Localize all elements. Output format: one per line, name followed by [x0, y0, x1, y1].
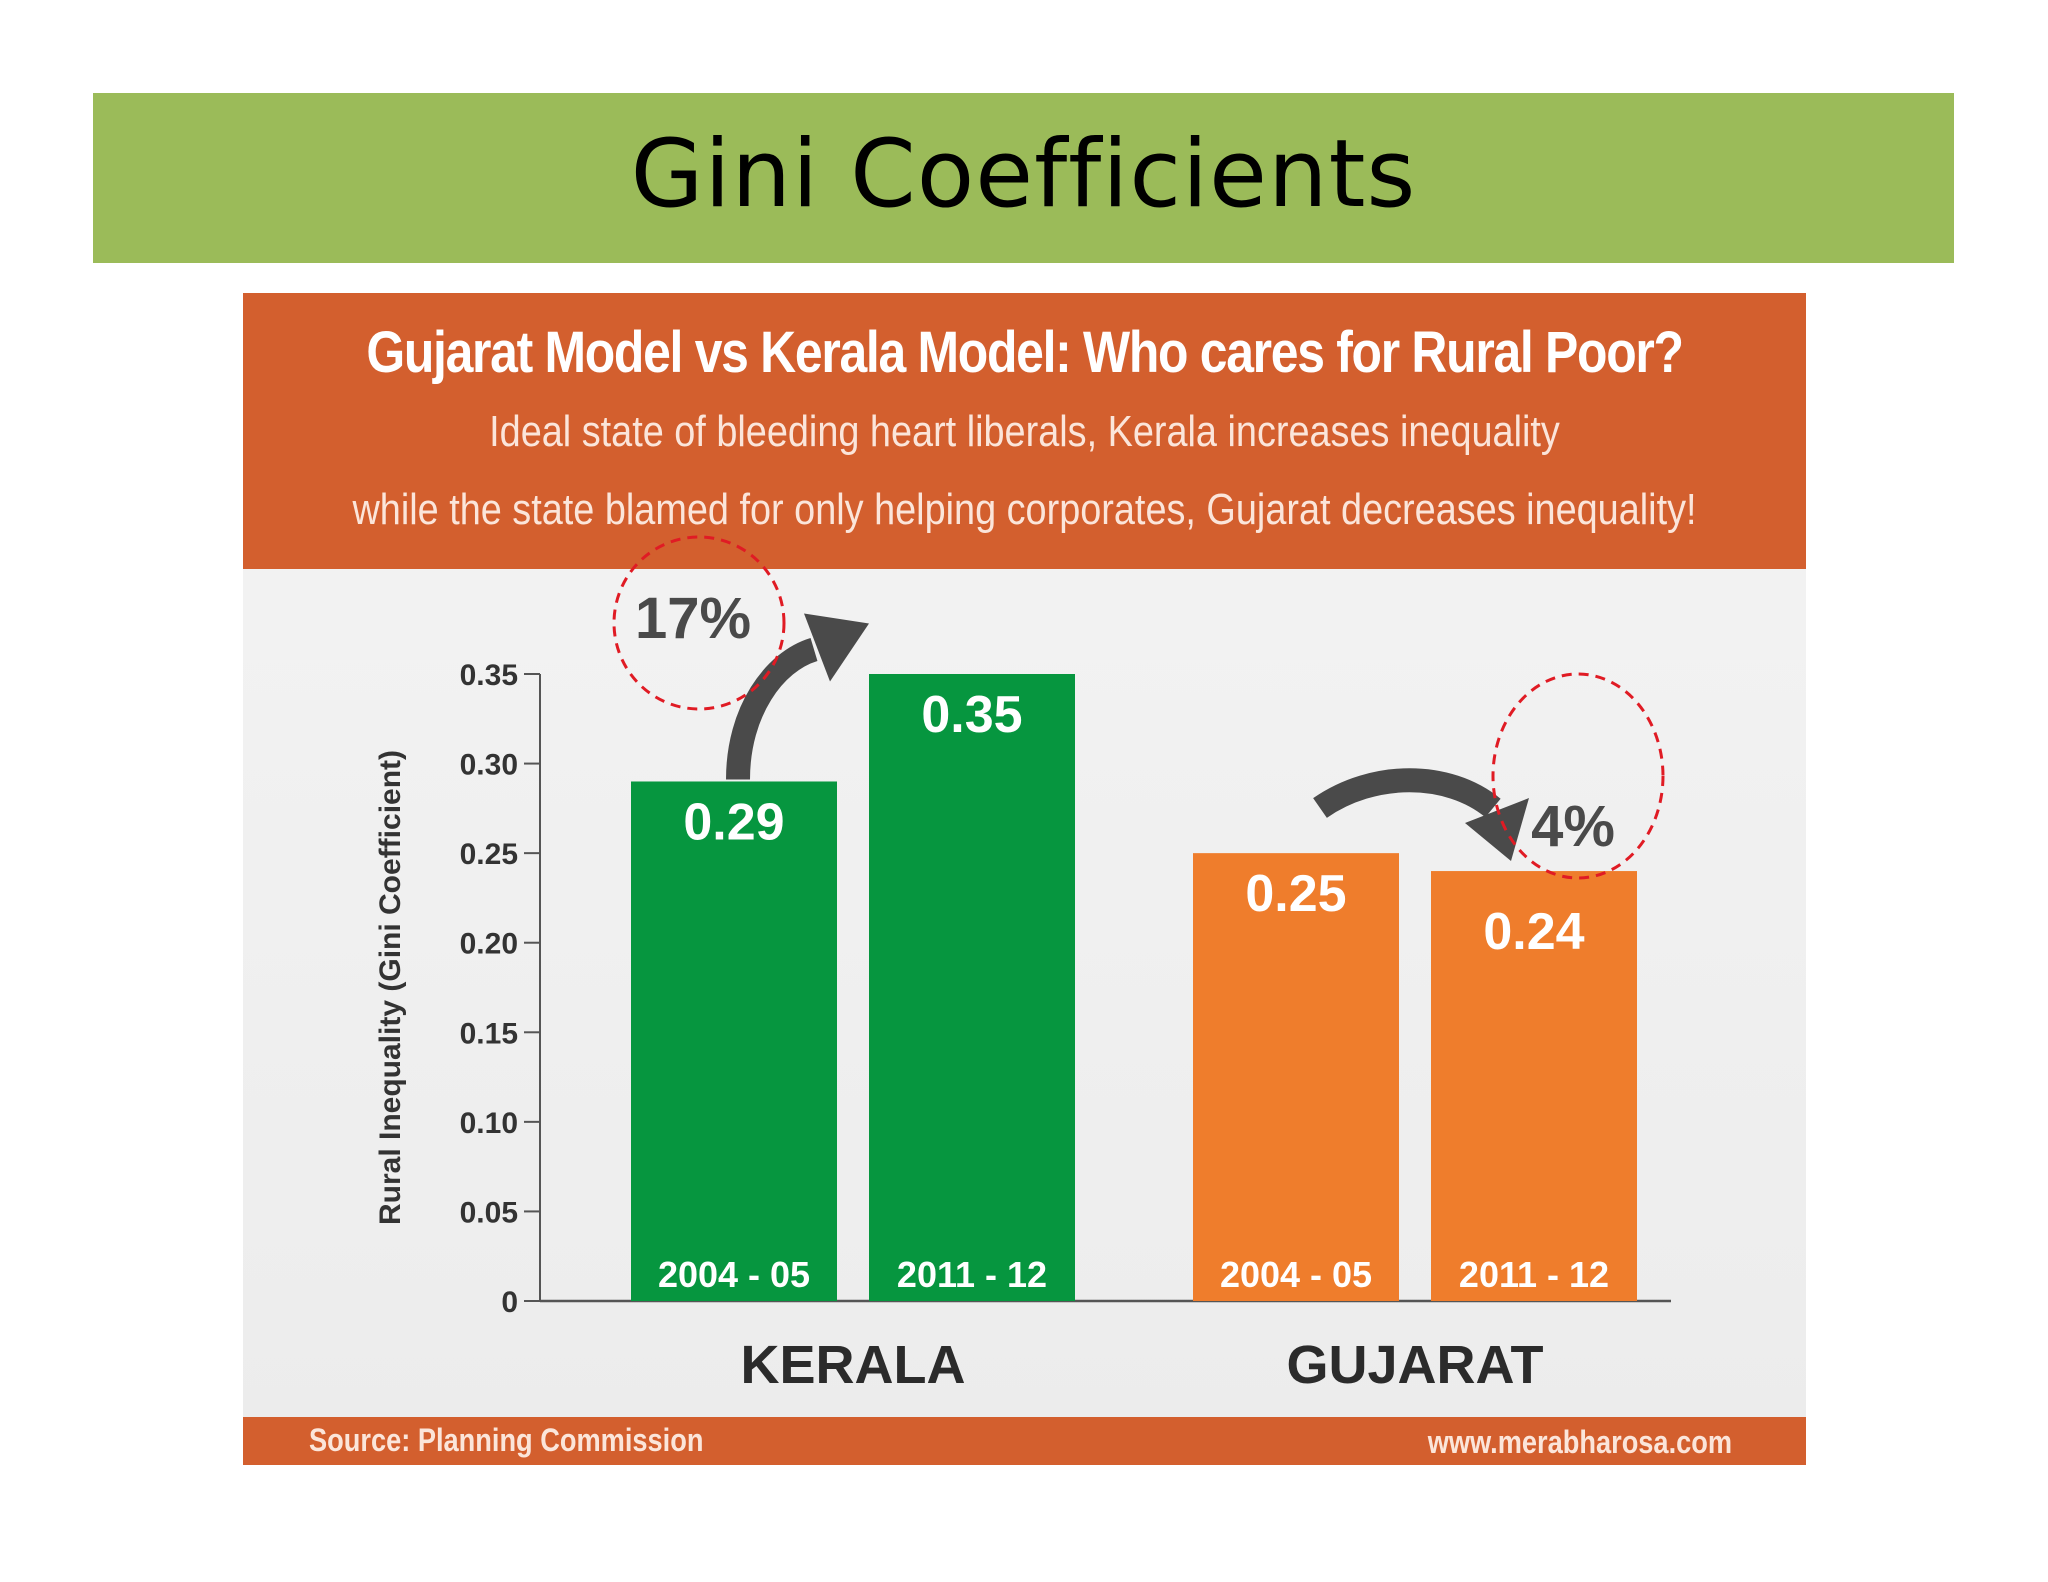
y-tick-label: 0.20	[460, 928, 518, 961]
y-tick-label: 0	[501, 1286, 518, 1319]
bar-value-label: 0.35	[921, 686, 1022, 744]
percent-change-label: 4%	[1531, 794, 1615, 859]
y-tick-label: 0.15	[460, 1017, 518, 1050]
bar-gujarat-1	[1431, 871, 1637, 1301]
website-link[interactable]: www.merabharosa.com	[1427, 1424, 1732, 1460]
bar-value-label: 0.24	[1483, 903, 1584, 961]
y-tick-label: 0.30	[460, 749, 518, 782]
bar-gujarat-0	[1193, 853, 1399, 1301]
arrow-down-head	[1465, 798, 1529, 861]
group-label: KERALA	[741, 1335, 966, 1395]
bar-chart: 0 0.05 0.10 0.15 0.20 0.25 0.30 0.35 Rural Inequ…	[374, 535, 1671, 1395]
bar-period-label: 2011 - 12	[897, 1254, 1047, 1295]
percent-change-label: 17%	[635, 586, 751, 651]
annotation-layer: 17% 4%	[612, 535, 1665, 880]
y-tick-label: 0.10	[460, 1107, 518, 1140]
infographic-header: Gujarat Model vs Kerala Model: Who cares…	[243, 293, 1806, 569]
group-label: GUJARAT	[1286, 1335, 1543, 1395]
infographic-subline-1: Ideal state of bleeding heart liberals, …	[489, 407, 1560, 456]
bar-value-label: 0.25	[1245, 865, 1346, 923]
slide-title-bar: Gini Coefficients	[93, 93, 1954, 263]
bar-layer: 0.29 2004 - 05 0.35 2011 - 12 KERALA 0.25 2004…	[631, 674, 1637, 1395]
slide-title: Gini Coefficients	[630, 119, 1417, 229]
bar-period-label: 2011 - 12	[1459, 1254, 1609, 1295]
infographic: Gujarat Model vs Kerala Model: Who cares…	[243, 293, 1806, 1465]
bar-kerala-1	[869, 674, 1075, 1301]
y-tick-label: 0.05	[460, 1196, 518, 1229]
arrow-up-shaft	[726, 637, 819, 780]
y-axis-label: Rural Inequality (Gini Coefficient)	[374, 750, 407, 1225]
bar-value-label: 0.29	[683, 793, 784, 851]
infographic-footer: Source: Planning Commission www.merabhar…	[243, 1417, 1806, 1465]
highlight-circle	[612, 535, 786, 711]
y-tick-label: 0.35	[460, 659, 518, 692]
source-credit: Source: Planning Commission	[309, 1422, 704, 1458]
highlight-circle	[1491, 672, 1665, 880]
infographic-subline-2: while the state blamed for only helping …	[352, 485, 1697, 534]
bar-period-label: 2004 - 05	[658, 1254, 810, 1295]
bar-period-label: 2004 - 05	[1220, 1254, 1372, 1295]
arrow-down-shaft	[1313, 768, 1501, 819]
bar-kerala-0	[631, 781, 837, 1301]
y-tick-label: 0.25	[460, 838, 518, 871]
infographic-headline: Gujarat Model vs Kerala Model: Who cares…	[366, 320, 1684, 385]
arrow-up-head	[804, 613, 869, 682]
